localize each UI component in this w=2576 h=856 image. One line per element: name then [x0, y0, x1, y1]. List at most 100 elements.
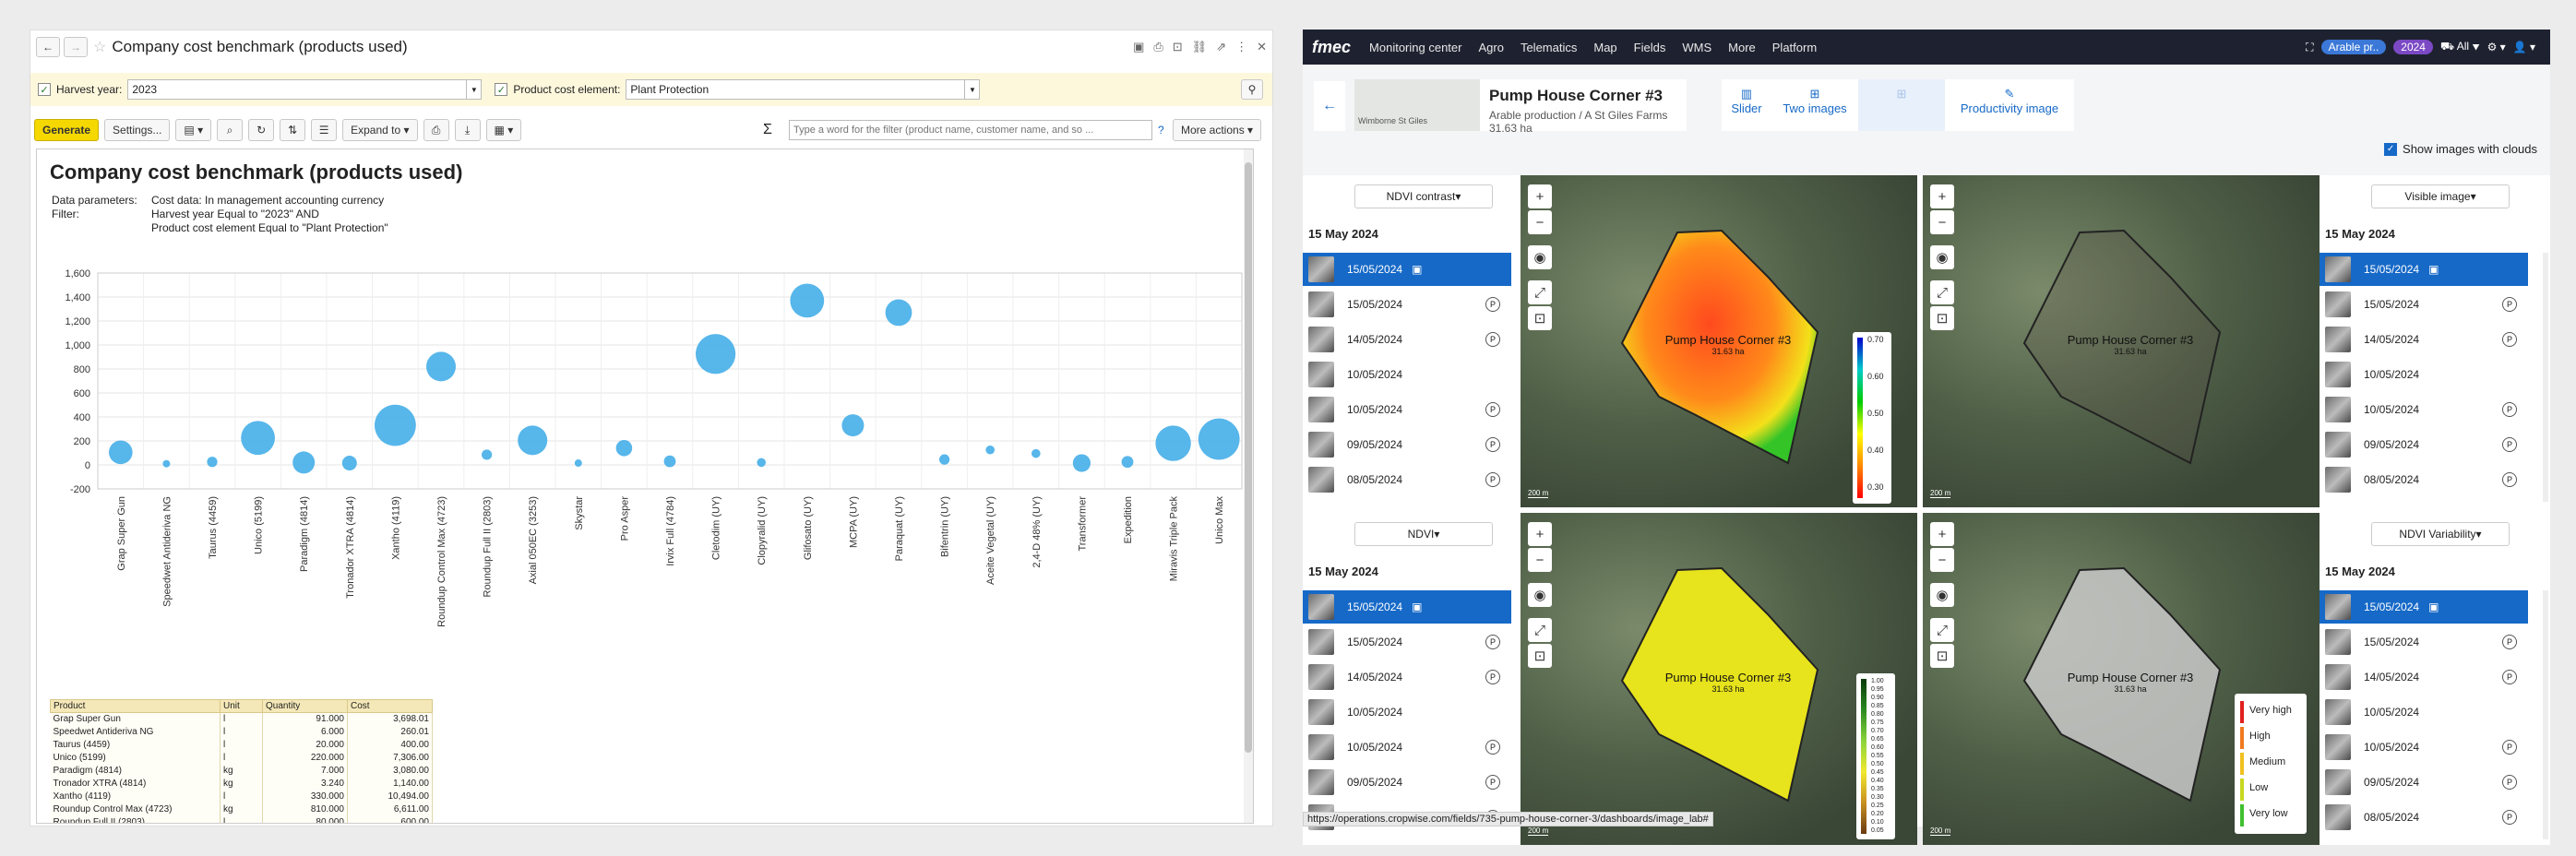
list-item[interactable]: 10/05/2024 P — [1303, 393, 1511, 426]
nav-link[interactable]: Monitoring center — [1369, 40, 1462, 54]
list-item[interactable]: 15/05/2024 P — [1303, 288, 1511, 321]
field-polygon[interactable] — [1521, 513, 1917, 845]
search-input[interactable] — [789, 120, 1152, 140]
productivity-icon[interactable]: P — [1485, 297, 1500, 312]
list-item[interactable]: 09/05/2024 P — [1303, 428, 1511, 461]
zoom-in-icon[interactable]: + — [1930, 184, 1954, 208]
chart-button[interactable]: ▦ ▾ — [485, 119, 522, 141]
download-icon[interactable]: ⤓ — [454, 119, 481, 141]
table-row[interactable]: Speedwet Antideriva NG l 6.000 260.01 — [50, 725, 433, 739]
sort-icon[interactable]: ⇅ — [280, 119, 306, 141]
layer-select[interactable]: Visible image ▾ — [2371, 184, 2510, 208]
list-item[interactable]: 15/05/2024 ▣ — [2320, 253, 2528, 286]
expand-button[interactable]: Expand to ▾ — [342, 119, 418, 141]
table-row[interactable]: Roundup Full II (2803) l 80.000 600.00 — [50, 815, 433, 823]
settings-button[interactable]: Settings... — [104, 119, 171, 141]
generate-button[interactable]: Generate — [34, 119, 100, 141]
table-header[interactable]: Quantity — [262, 699, 348, 713]
table-row[interactable]: Paradigm (4814) kg 7.000 3,080.00 — [50, 764, 433, 778]
layer-select-label[interactable]: NDVI contrast ▾ — [1354, 184, 1493, 208]
vehicle-filter[interactable]: ⛟ All ▾ — [2439, 40, 2480, 53]
zoom-out-icon[interactable]: − — [1930, 210, 1954, 234]
zoom-in-icon[interactable]: + — [1930, 522, 1954, 546]
map-view[interactable]: Pump House Corner #3 31.63 ha + − ◉ ⤢ ⊡ 200 m 1.… — [1521, 513, 1917, 845]
calendar-icon[interactable]: ▣ — [2428, 263, 2439, 276]
farm-badge[interactable]: Arable pr.. — [2320, 40, 2387, 54]
back-button[interactable]: ← — [36, 37, 60, 57]
clouds-checkbox[interactable]: ✓ — [2384, 142, 2398, 156]
list-item[interactable]: 10/05/2024 — [2320, 358, 2528, 391]
list-item[interactable]: 10/05/2024 P — [2320, 731, 2528, 764]
back-arrow-icon[interactable]: ← — [1314, 81, 1345, 131]
list-item[interactable]: 08/05/2024 P — [2320, 463, 2528, 496]
camera-icon[interactable]: ◉ — [1930, 245, 1954, 269]
layer-select-label[interactable]: NDVI Variability ▾ — [2371, 522, 2510, 546]
productivity-icon[interactable]: P — [1485, 670, 1500, 684]
gear-icon[interactable]: ⚙ ▾ — [2487, 41, 2506, 54]
link-icon[interactable]: ⛓ — [1191, 40, 1208, 54]
refresh-icon[interactable]: ↻ — [248, 119, 275, 141]
zoom-out-icon[interactable]: − — [1528, 548, 1552, 572]
table-row[interactable]: Taurus (4459) l 20.000 400.00 — [50, 738, 433, 752]
calendar-icon[interactable]: ▣ — [1412, 263, 1423, 276]
list-item[interactable]: 10/05/2024 — [1303, 696, 1511, 729]
table-row[interactable]: Xantho (4119) l 330.000 10,494.00 — [50, 790, 433, 803]
productivity-icon[interactable]: P — [2502, 332, 2517, 347]
tab-four-images[interactable]: ⊞ — [1858, 79, 1945, 131]
preview-icon[interactable]: ⊡ — [1172, 40, 1183, 54]
year-badge[interactable]: 2024 — [2393, 40, 2433, 54]
zoom-in-icon[interactable]: + — [1528, 184, 1552, 208]
tab-two-images[interactable]: ⊞ Two images — [1783, 87, 1847, 115]
list-item[interactable]: 14/05/2024 P — [2320, 660, 2528, 694]
map-view[interactable]: Pump House Corner #3 31.63 ha + − ◉ ⤢ ⊡ 200 m Ve… — [1923, 513, 2320, 845]
layer-select[interactable]: NDVI Variability ▾ — [2371, 522, 2510, 546]
list-item[interactable]: 15/05/2024 P — [2320, 625, 2528, 659]
productivity-icon[interactable]: P — [2502, 810, 2517, 825]
productivity-icon[interactable]: P — [2502, 402, 2517, 417]
camera-icon[interactable]: ◉ — [1930, 583, 1954, 607]
list-item[interactable]: 15/05/2024 ▣ — [2320, 590, 2528, 624]
table-header[interactable]: Cost — [347, 699, 433, 713]
close-icon[interactable]: ✕ — [1257, 40, 1267, 54]
save-icon[interactable]: ▣ — [1133, 40, 1145, 54]
nav-link[interactable]: Agro — [1478, 40, 1504, 54]
sum-icon[interactable]: Σ — [763, 122, 772, 137]
menu-icon[interactable]: ⋮ — [1235, 40, 1248, 54]
print-icon[interactable]: ⎙ — [1153, 40, 1163, 54]
productivity-icon[interactable]: P — [2502, 472, 2517, 487]
list-item[interactable]: 10/05/2024 P — [2320, 393, 2528, 426]
field-boundary[interactable] — [1620, 566, 1819, 802]
forward-button[interactable]: → — [64, 37, 88, 57]
layer-select[interactable]: NDVI contrast ▾ — [1354, 184, 1493, 208]
tab-productivity-image[interactable]: ✎ Productivity image — [1960, 87, 2059, 115]
table-row[interactable]: Tronador XTRA (4814) kg 3.240 1,140.00 — [50, 777, 433, 791]
list-scrollbar[interactable] — [2543, 590, 2548, 839]
productivity-icon[interactable]: P — [1485, 740, 1500, 755]
nav-link[interactable]: Platform — [1771, 40, 1818, 54]
layer-select-label[interactable]: NDVI ▾ — [1354, 522, 1493, 546]
filter-icon[interactable]: ⚲ — [1241, 79, 1263, 100]
list-item[interactable]: 15/05/2024 ▣ — [1303, 253, 1511, 286]
list-item[interactable]: 09/05/2024 P — [2320, 428, 2528, 461]
nav-link[interactable]: WMS — [1682, 40, 1712, 54]
table-header[interactable]: Product — [50, 699, 221, 713]
list-item[interactable]: 15/05/2024 ▣ — [1303, 590, 1511, 624]
calendar-icon[interactable]: ▣ — [2428, 600, 2439, 613]
list-scrollbar[interactable] — [2543, 253, 2548, 502]
productivity-icon[interactable]: P — [2502, 437, 2517, 452]
list-item[interactable]: 14/05/2024 P — [2320, 323, 2528, 356]
list-item[interactable]: 09/05/2024 P — [2320, 766, 2528, 799]
layout-button[interactable]: ▤ ▾ — [175, 119, 212, 141]
star-icon[interactable]: ☆ — [93, 40, 107, 55]
help-link[interactable]: ? — [1158, 124, 1164, 137]
productivity-icon[interactable]: P — [1485, 472, 1500, 487]
crop-icon[interactable]: ⊡ — [1528, 644, 1552, 668]
list-item[interactable]: 14/05/2024 P — [1303, 660, 1511, 694]
crop-icon[interactable]: ⊡ — [1930, 644, 1954, 668]
list-item[interactable]: 15/05/2024 P — [2320, 288, 2528, 321]
harvest-select[interactable]: 2023 ▼ — [127, 79, 483, 100]
list-item[interactable]: 10/05/2024 P — [1303, 731, 1511, 764]
list-item[interactable]: 09/05/2024 P — [1303, 766, 1511, 799]
productivity-icon[interactable]: P — [1485, 402, 1500, 417]
camera-icon[interactable]: ◉ — [1528, 583, 1552, 607]
